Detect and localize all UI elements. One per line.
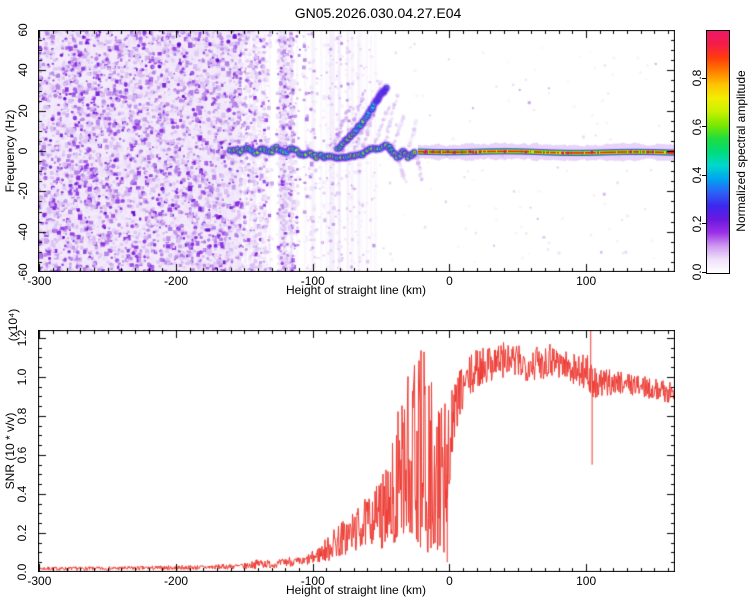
x-tick-label: 0: [446, 274, 453, 288]
y-tick-label: 0.6: [15, 446, 29, 464]
colorbar-tick: [702, 271, 706, 273]
x-tick-label: 100: [576, 274, 597, 288]
height-axis-label-bottom: Height of straight line (km): [285, 583, 427, 597]
frequency-axis-label: Frequency (Hz): [3, 109, 17, 193]
y-tick-label: 20: [16, 103, 30, 118]
page-title: GN05.2026.030.04.27.E04: [294, 5, 462, 21]
y-tick-label: 0: [16, 147, 30, 155]
y-tick-label: 0.4: [15, 485, 29, 503]
x-tick-label: -100: [300, 574, 325, 588]
y-tick-label: -40: [16, 222, 30, 241]
y-tick-label: 0.0: [15, 563, 29, 581]
x-tick-label: -300: [27, 274, 52, 288]
y-tick-label: 40: [16, 63, 30, 78]
x-tick-label: 0: [446, 574, 453, 588]
x-tick-label: -300: [27, 574, 52, 588]
y-tick-label: -60: [16, 263, 30, 281]
y-tick-label: 0.2: [15, 524, 29, 542]
x-tick-label: -200: [164, 574, 189, 588]
colorbar-label: Normalized spectral amplitude: [734, 70, 748, 232]
y-tick-label: -20: [16, 182, 30, 200]
y-tick-label: 1.2: [15, 329, 29, 347]
colorbar-tick: [702, 77, 706, 79]
colorbar: [706, 30, 730, 274]
y-tick-label: 1.0: [15, 368, 29, 386]
snr-plot: [38, 330, 675, 572]
x-tick-label: 100: [576, 574, 597, 588]
colorbar-tick: [702, 174, 706, 176]
colorbar-tick: [702, 126, 706, 128]
spectrogram-plot: [38, 30, 675, 272]
colorbar-tick: [702, 223, 706, 225]
x-tick-label: -200: [164, 274, 189, 288]
x-tick-label: -100: [300, 274, 325, 288]
height-axis-label-top: Height of straight line (km): [285, 283, 427, 297]
y-tick-label: 0.8: [15, 407, 29, 425]
y-tick-label: 60: [16, 23, 30, 37]
